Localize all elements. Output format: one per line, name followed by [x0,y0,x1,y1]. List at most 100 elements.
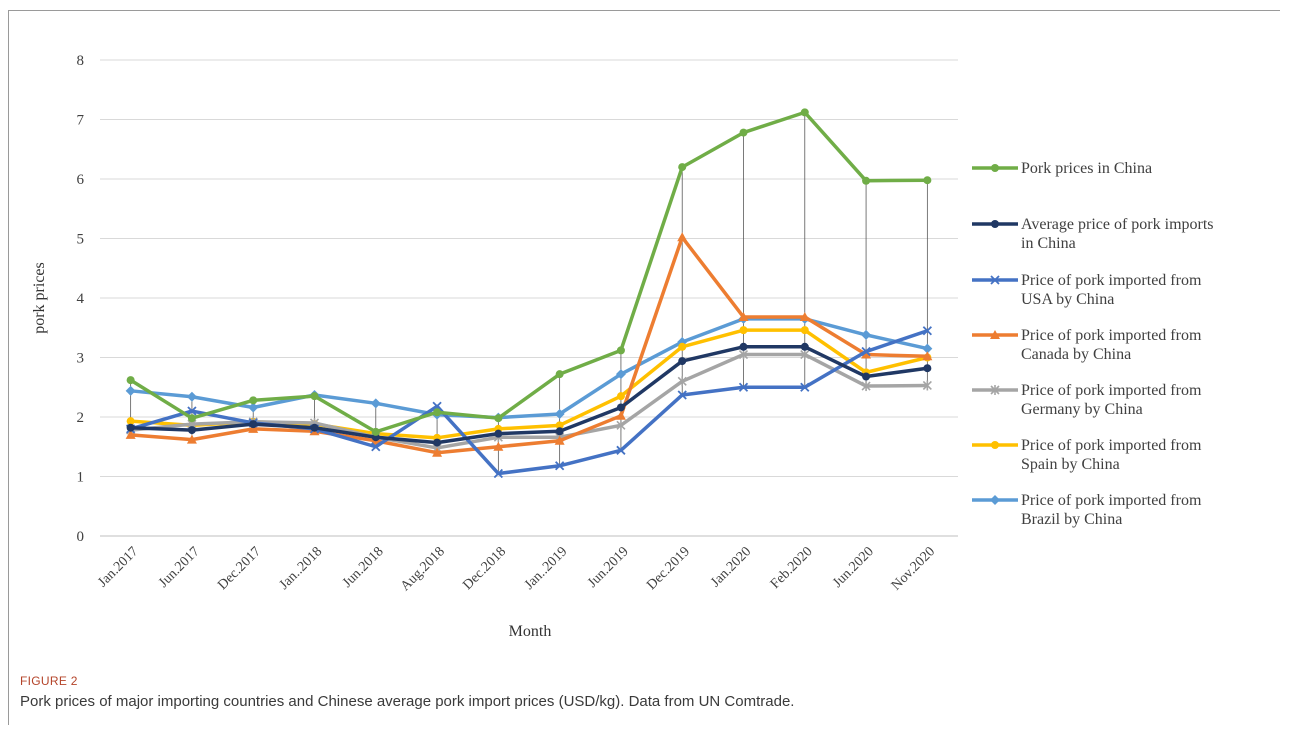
data-point [554,409,565,420]
x-tick-label: Aug.2018 [398,544,448,594]
y-tick-label: 5 [77,232,85,248]
data-point [187,426,196,435]
data-point [800,342,809,351]
data-point [555,427,564,436]
data-point [616,403,625,412]
data-point [248,402,259,413]
y-tick-label: 3 [77,351,85,367]
legend-item: Price of pork imported from Germany by Ch… [972,382,1202,418]
series-line [130,345,928,445]
data-point [800,326,809,335]
legend-label: Spain by China [1021,456,1120,473]
x-axis-ticks: Jan.2017 Jun.2017 Dec.2017 Jan..2018 Jun.201… [95,544,938,594]
series-layer [125,108,933,479]
data-point [432,401,442,411]
legend-label: Pork prices in China [1021,160,1152,177]
x-tick-label: Jun.2020 [830,544,877,591]
legend-label: in China [1021,235,1076,252]
y-tick-label: 6 [77,172,85,188]
legend-label: Germany by China [1021,401,1143,418]
data-point [615,369,626,380]
data-point [187,414,196,423]
data-point [249,420,258,429]
y-tick-label: 8 [77,53,85,69]
data-point [493,468,503,479]
data-point [310,423,319,432]
data-point [433,408,442,417]
data-point [738,349,749,360]
x-tick-label: Dec.2019 [644,544,693,593]
x-tick-label: Jun.2019 [585,544,632,591]
x-tick-label: Nov.2020 [889,544,938,593]
data-point [800,108,809,117]
data-point [370,398,381,409]
data-point [186,434,197,444]
data-point [616,346,625,355]
data-point [555,421,564,430]
data-point [186,391,197,402]
data-point [555,370,564,379]
data-point [861,381,871,392]
data-point [739,128,748,137]
x-axis-title: Month [509,623,552,640]
data-point [678,342,687,351]
data-point [990,385,1000,395]
legend-label: Price of pork imported from [1021,272,1202,289]
data-point [923,364,932,373]
x-tick-label: Jun.2018 [340,544,387,591]
series-1 [126,342,932,447]
x-tick-label: Jun.2017 [156,544,203,591]
data-point [922,380,932,391]
data-point [739,342,748,351]
chart-legend: Pork prices in China Average price of por… [972,160,1214,528]
data-point [126,417,135,426]
data-point [248,423,259,433]
legend-label: Price of pork imported from [1021,382,1202,399]
figure-caption: Pork prices of major importing countries… [20,693,795,710]
series-line [130,317,928,420]
y-axis-title: pork prices [31,262,48,334]
data-point [800,382,810,392]
data-point [678,357,687,366]
data-point [493,441,504,451]
data-point [861,329,872,340]
data-point [800,349,810,360]
data-point [555,461,565,471]
figure-label: FIGURE 2 [20,674,78,688]
legend-label: Price of pork imported from [1021,327,1202,344]
data-point [991,441,999,449]
legend-item: Pork prices in China [972,160,1152,177]
x-tick-label: Dec.2018 [460,544,509,593]
legend-label: Brazil by China [1021,511,1122,528]
data-point [249,396,258,405]
data-point [494,414,503,423]
data-point [739,326,748,335]
series-6 [125,313,933,423]
y-tick-label: 2 [77,410,85,426]
legend-item: Price of pork imported from Brazil by Chi… [972,492,1202,528]
data-point [862,176,871,185]
data-point [371,442,381,452]
y-tick-label: 1 [77,470,85,486]
data-point [738,312,749,322]
data-point [554,435,565,445]
legend-item: Average price of pork imports in China [972,216,1214,252]
data-point [862,372,871,381]
x-tick-label: Jan.2017 [95,544,141,590]
legend-item: Price of pork imported from Spain by Chin… [972,437,1202,473]
y-tick-label: 7 [77,113,85,129]
data-point [494,429,503,438]
data-point [125,385,136,396]
x-tick-label: Jan..2018 [277,544,326,593]
data-point [677,376,687,387]
data-point [861,349,872,359]
x-tick-label: Feb.2020 [768,544,816,592]
data-point [678,163,687,172]
data-point [616,420,626,431]
x-tick-label: Jan.2020 [708,544,754,590]
legend-label: Canada by China [1021,346,1131,363]
line-chart: 0 1 2 3 4 5 6 7 8 Jan.2017 Jun.2017 Dec.2017 Jan..2… [31,53,1214,640]
data-point [922,326,932,336]
data-point [990,330,1000,339]
series-0 [126,108,932,436]
